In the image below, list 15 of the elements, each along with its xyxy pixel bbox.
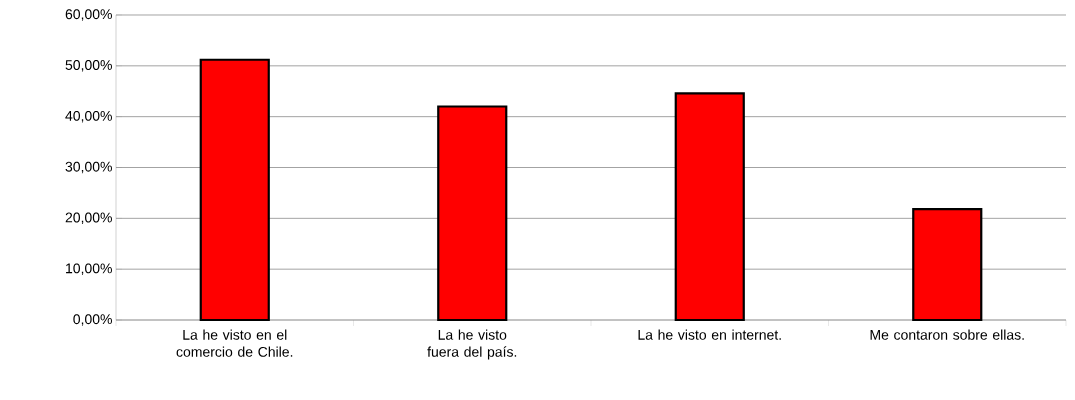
y-tick-label: 20,00% [65, 212, 112, 225]
y-tick-label: 30,00% [65, 161, 112, 174]
y-tick-label: 60,00% [65, 9, 112, 21]
y-tick-label: 0,00% [73, 314, 112, 326]
y-tick-label: 40,00% [65, 110, 112, 123]
bar [674, 92, 745, 322]
bar [437, 105, 508, 322]
bar [199, 58, 270, 322]
x-tick-label: La he visto en internet. [638, 329, 781, 340]
y-tick-label: 50,00% [65, 60, 112, 72]
y-tick-label: 10,00% [66, 263, 112, 275]
x-tick-label: Me contaron sobre ellas. [870, 329, 1024, 340]
x-tick-label: La he visto fuera del país. [427, 329, 517, 360]
bar [912, 208, 983, 322]
x-tick-label: La he visto en el comercio de Chile. [176, 329, 293, 357]
